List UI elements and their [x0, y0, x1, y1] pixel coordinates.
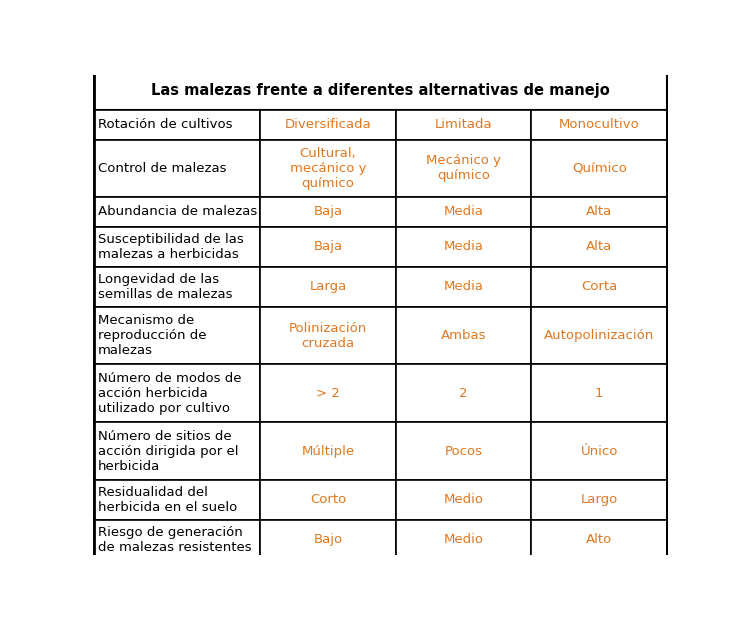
Bar: [531, 140, 667, 197]
Bar: [93, 140, 260, 197]
Bar: [260, 197, 395, 227]
Bar: [531, 422, 667, 480]
Bar: [93, 480, 260, 520]
Bar: [395, 364, 531, 422]
Bar: [93, 422, 260, 480]
Bar: [395, 266, 531, 306]
Text: 1: 1: [595, 387, 603, 400]
Text: Rotación de cultivos: Rotación de cultivos: [98, 119, 233, 132]
Bar: [395, 480, 531, 520]
Text: Media: Media: [444, 240, 484, 253]
Text: Número de modos de
acción herbicida
utilizado por cultivo: Número de modos de acción herbicida util…: [98, 372, 242, 415]
Bar: [260, 422, 395, 480]
Text: Abundancia de malezas: Abundancia de malezas: [98, 205, 257, 218]
Text: Medio: Medio: [444, 494, 484, 507]
Text: Único: Único: [580, 444, 618, 457]
Text: Diversificada: Diversificada: [285, 119, 371, 132]
Bar: [260, 140, 395, 197]
Bar: [93, 266, 260, 306]
Bar: [93, 306, 260, 364]
Bar: [531, 306, 667, 364]
Text: Cultural,
mecánico y
químico: Cultural, mecánico y químico: [289, 147, 367, 190]
Bar: [395, 306, 531, 364]
Bar: [531, 266, 667, 306]
Text: Baja: Baja: [313, 205, 343, 218]
Bar: [531, 227, 667, 266]
Bar: [260, 306, 395, 364]
Text: Corta: Corta: [581, 280, 617, 293]
Bar: [260, 520, 395, 560]
Bar: [260, 266, 395, 306]
Bar: [93, 520, 260, 560]
Bar: [93, 71, 667, 110]
Text: Monocultivo: Monocultivo: [559, 119, 640, 132]
Text: Bajo: Bajo: [313, 534, 343, 547]
Text: Larga: Larga: [309, 280, 347, 293]
Text: Control de malezas: Control de malezas: [98, 162, 226, 175]
Text: Autopolinización: Autopolinización: [544, 329, 654, 342]
Text: Alta: Alta: [586, 240, 612, 253]
Bar: [395, 520, 531, 560]
Bar: [531, 110, 667, 140]
Bar: [531, 364, 667, 422]
Bar: [260, 364, 395, 422]
Bar: [260, 480, 395, 520]
Text: 2: 2: [459, 387, 468, 400]
Bar: [93, 197, 260, 227]
Text: Múltiple: Múltiple: [301, 444, 355, 457]
Bar: [395, 110, 531, 140]
Bar: [260, 227, 395, 266]
Text: Mecánico y
químico: Mecánico y químico: [426, 154, 501, 182]
Text: Limitada: Limitada: [435, 119, 493, 132]
Bar: [93, 110, 260, 140]
Bar: [93, 227, 260, 266]
Text: Longevidad de las
semillas de malezas: Longevidad de las semillas de malezas: [98, 273, 233, 301]
Bar: [531, 480, 667, 520]
Text: Media: Media: [444, 280, 484, 293]
Bar: [93, 364, 260, 422]
Text: Polinización
cruzada: Polinización cruzada: [289, 321, 367, 349]
Text: Número de sitios de
acción dirigida por el
herbicida: Número de sitios de acción dirigida por …: [98, 429, 239, 472]
Text: Susceptibilidad de las
malezas a herbicidas: Susceptibilidad de las malezas a herbici…: [98, 233, 244, 261]
Text: Largo: Largo: [580, 494, 618, 507]
Text: Media: Media: [444, 205, 484, 218]
Text: Medio: Medio: [444, 534, 484, 547]
Bar: [395, 422, 531, 480]
Bar: [395, 227, 531, 266]
Bar: [531, 197, 667, 227]
Text: Las malezas frente a diferentes alternativas de manejo: Las malezas frente a diferentes alternat…: [151, 83, 610, 98]
Text: Corto: Corto: [310, 494, 346, 507]
Bar: [260, 110, 395, 140]
Text: > 2: > 2: [316, 387, 340, 400]
Text: Pocos: Pocos: [444, 444, 482, 457]
Bar: [531, 520, 667, 560]
Text: Riesgo de generación
de malezas resistentes: Riesgo de generación de malezas resisten…: [98, 526, 252, 554]
Text: Químico: Químico: [572, 162, 627, 175]
Text: Residualidad del
herbicida en el suelo: Residualidad del herbicida en el suelo: [98, 486, 237, 514]
Text: Alta: Alta: [586, 205, 612, 218]
Bar: [395, 197, 531, 227]
Text: Alto: Alto: [586, 534, 612, 547]
Text: Baja: Baja: [313, 240, 343, 253]
Text: Mecanismo de
reproducción de
malezas: Mecanismo de reproducción de malezas: [98, 314, 207, 357]
Text: Ambas: Ambas: [441, 329, 486, 342]
Bar: [395, 140, 531, 197]
